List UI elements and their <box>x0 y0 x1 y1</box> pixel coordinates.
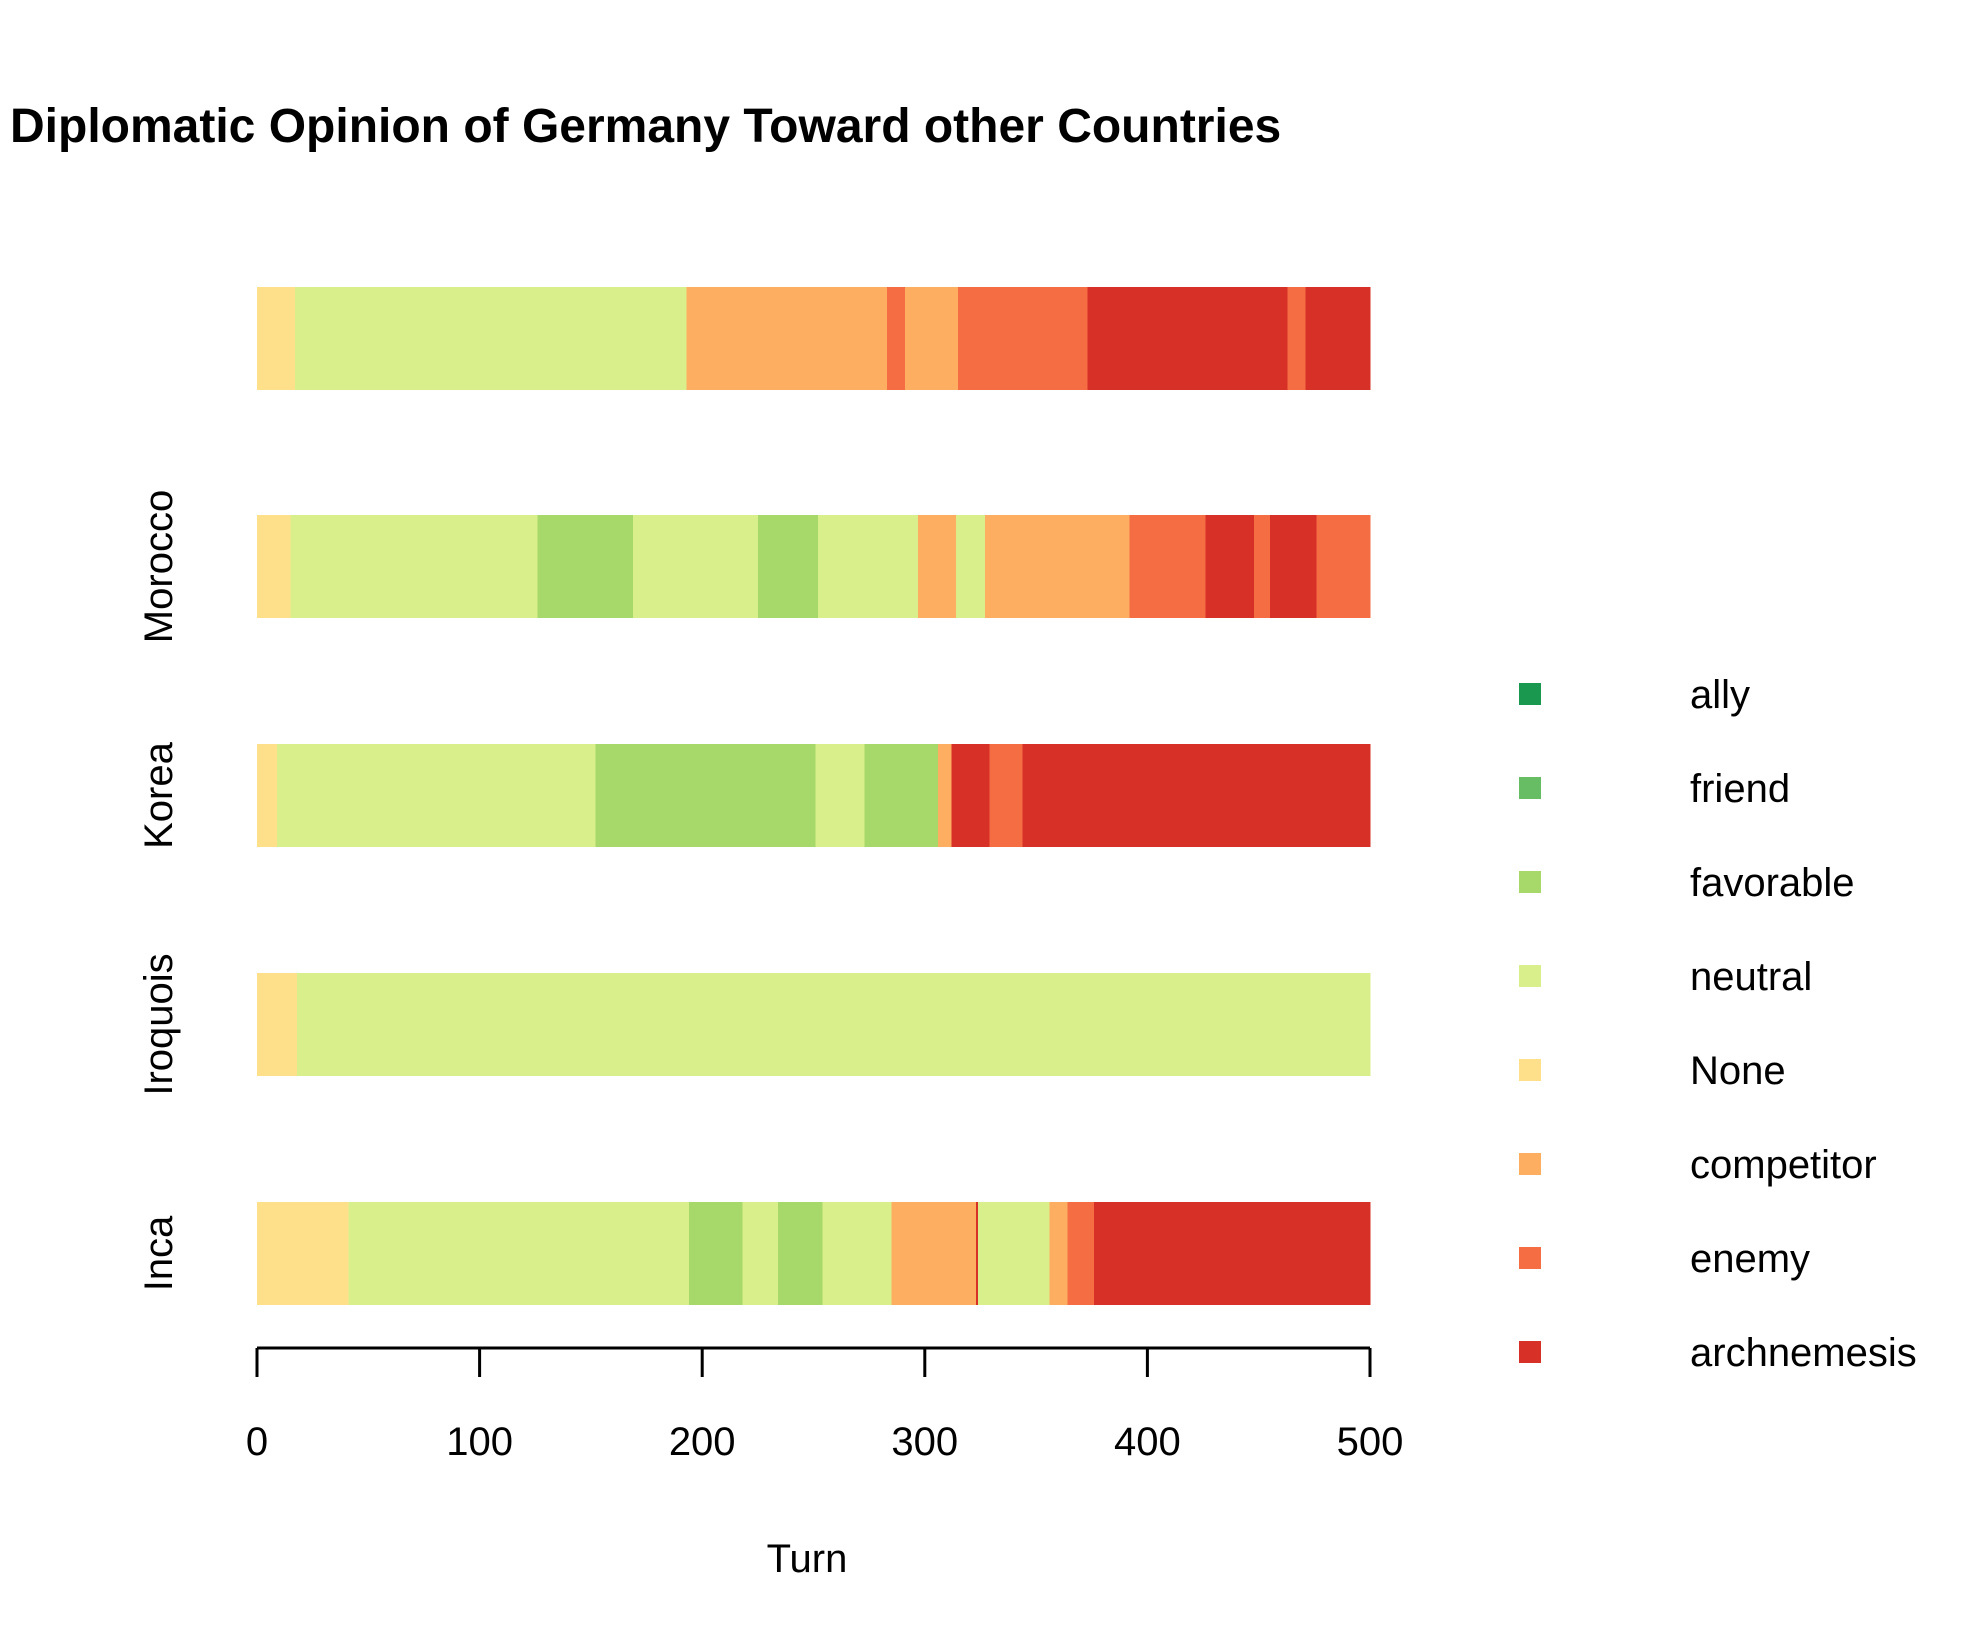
bar-segment-enemy <box>1067 1202 1095 1305</box>
bar-segment-competitor <box>918 515 957 618</box>
bar-segment-enemy <box>1129 515 1206 618</box>
legend: ally friend favorable neutral None competitor… <box>1519 673 1917 1375</box>
y-tick-label-morocco: Morocco <box>137 490 181 643</box>
x-tick-label: 0 <box>246 1420 268 1464</box>
bar-segment-archnemesis <box>1022 744 1371 847</box>
legend-label: enemy <box>1690 1237 1810 1281</box>
bar-segment-neutral <box>817 515 919 618</box>
x-tick-label: 100 <box>446 1420 513 1464</box>
y-tick-label-iroquois: Iroquois <box>137 953 181 1095</box>
bars-group <box>257 287 1371 1305</box>
legend-item-neutral: neutral <box>1519 955 1812 999</box>
legend-swatch <box>1519 1059 1541 1081</box>
bar-segment-competitor <box>686 287 888 390</box>
legend-swatch <box>1519 1341 1541 1363</box>
bar-segment-archnemesis <box>951 744 990 847</box>
bar-segment-enemy <box>886 287 906 390</box>
bar-segment-enemy <box>1316 515 1371 618</box>
bar-row-5 <box>257 287 1371 390</box>
y-axis-labels: Inca Iroquois Korea Morocco <box>137 490 181 1292</box>
legend-swatch <box>1519 1247 1541 1269</box>
x-tick-label: 300 <box>891 1420 958 1464</box>
bar-segment-neutral <box>978 1202 1051 1305</box>
legend-item-ally: ally <box>1519 673 1750 717</box>
bar-segment-favorable <box>777 1202 824 1305</box>
bar-inca <box>257 1202 1371 1305</box>
bar-segment-none <box>257 1202 349 1305</box>
bar-segment-none <box>257 973 298 1076</box>
legend-item-enemy: enemy <box>1519 1237 1810 1281</box>
x-axis: 0 100 200 300 400 500 <box>246 1346 1404 1464</box>
legend-label: competitor <box>1690 1143 1877 1187</box>
bar-segment-archnemesis <box>1087 287 1289 390</box>
bar-segment-none <box>257 287 296 390</box>
bar-iroquois <box>257 973 1371 1076</box>
x-axis-label: Turn <box>767 1537 848 1581</box>
legend-swatch <box>1519 683 1541 705</box>
bar-segment-neutral <box>633 515 759 618</box>
legend-item-friend: friend <box>1519 767 1790 811</box>
bar-segment-neutral <box>348 1202 690 1305</box>
legend-label: ally <box>1690 673 1750 717</box>
bar-segment-neutral <box>297 973 1371 1076</box>
bar-segment-favorable <box>757 515 819 618</box>
bar-segment-neutral <box>290 515 539 618</box>
bar-korea <box>257 744 1371 847</box>
bar-segment-archnemesis <box>1205 515 1255 618</box>
bar-segment-enemy <box>1287 287 1307 390</box>
legend-label: neutral <box>1690 955 1812 999</box>
legend-swatch <box>1519 965 1541 987</box>
bar-segment-competitor <box>904 287 959 390</box>
legend-item-competitor: competitor <box>1519 1143 1877 1187</box>
legend-label: friend <box>1690 767 1790 811</box>
legend-swatch <box>1519 777 1541 799</box>
bar-segment-favorable <box>864 744 939 847</box>
bar-segment-enemy <box>958 287 1088 390</box>
y-tick-label-inca: Inca <box>137 1215 181 1291</box>
bar-segment-archnemesis <box>975 1202 979 1305</box>
bar-segment-enemy <box>1254 515 1271 618</box>
bar-segment-competitor <box>938 744 953 847</box>
x-tick-label: 400 <box>1114 1420 1181 1464</box>
bar-segment-neutral <box>742 1202 779 1305</box>
bar-segment-favorable <box>537 515 634 618</box>
bar-segment-neutral <box>277 744 596 847</box>
bar-segment-neutral <box>822 1202 893 1305</box>
bar-segment-favorable <box>595 744 817 847</box>
bar-segment-competitor <box>1049 1202 1068 1305</box>
bar-segment-enemy <box>989 744 1024 847</box>
legend-label: None <box>1690 1049 1786 1093</box>
bar-morocco <box>257 515 1371 618</box>
bar-segment-archnemesis <box>1305 287 1371 390</box>
bar-segment-none <box>257 744 278 847</box>
y-tick-label-korea: Korea <box>137 741 181 848</box>
legend-item-favorable: favorable <box>1519 861 1855 905</box>
bar-segment-neutral <box>815 744 866 847</box>
x-tick-label: 200 <box>669 1420 736 1464</box>
legend-label: archnemesis <box>1690 1331 1917 1375</box>
legend-label: favorable <box>1690 861 1855 905</box>
bar-segment-competitor <box>984 515 1131 618</box>
legend-item-archnemesis: archnemesis <box>1519 1331 1917 1375</box>
bar-segment-neutral <box>294 287 688 390</box>
x-tick-label: 500 <box>1337 1420 1404 1464</box>
chart-title: Diplomatic Opinion of Germany Toward oth… <box>10 100 1281 153</box>
legend-swatch <box>1519 1153 1541 1175</box>
legend-item-none: None <box>1519 1049 1786 1093</box>
bar-segment-competitor <box>891 1202 977 1305</box>
bar-segment-favorable <box>688 1202 743 1305</box>
bar-segment-none <box>257 515 291 618</box>
bar-segment-archnemesis <box>1269 515 1318 618</box>
bar-segment-neutral <box>955 515 986 618</box>
bar-segment-archnemesis <box>1093 1202 1371 1305</box>
legend-swatch <box>1519 871 1541 893</box>
